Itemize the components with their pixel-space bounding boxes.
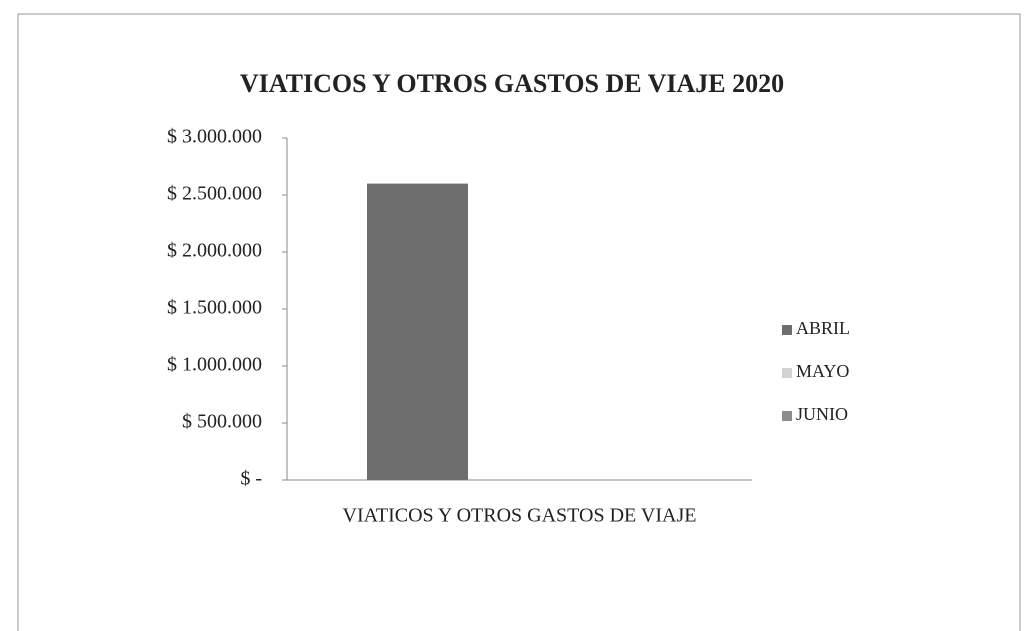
y-tick-label: $ 2.000.000 — [167, 240, 262, 262]
chart-border — [17, 13, 1021, 631]
x-tick-label: VIATICOS Y OTROS GASTOS DE VIAJE — [343, 505, 697, 527]
legend-swatch — [782, 411, 792, 421]
legend-label: ABRIL — [796, 318, 850, 338]
y-tick-label: $ 500.000 — [182, 411, 262, 433]
y-tick-label: $ 2.500.000 — [167, 183, 262, 205]
chart-title: VIATICOS Y OTROS GASTOS DE VIAJE 2020 — [240, 69, 784, 98]
bar — [367, 183, 468, 480]
legend-swatch — [782, 325, 792, 335]
y-tick-label: $ - — [240, 468, 262, 490]
legend-swatch — [782, 368, 792, 378]
y-tick-label: $ 1.000.000 — [167, 354, 262, 376]
legend-label: JUNIO — [796, 404, 848, 424]
y-tick-label: $ 3.000.000 — [167, 126, 262, 148]
legend-label: MAYO — [796, 361, 849, 381]
y-tick-label: $ 1.500.000 — [167, 297, 262, 319]
